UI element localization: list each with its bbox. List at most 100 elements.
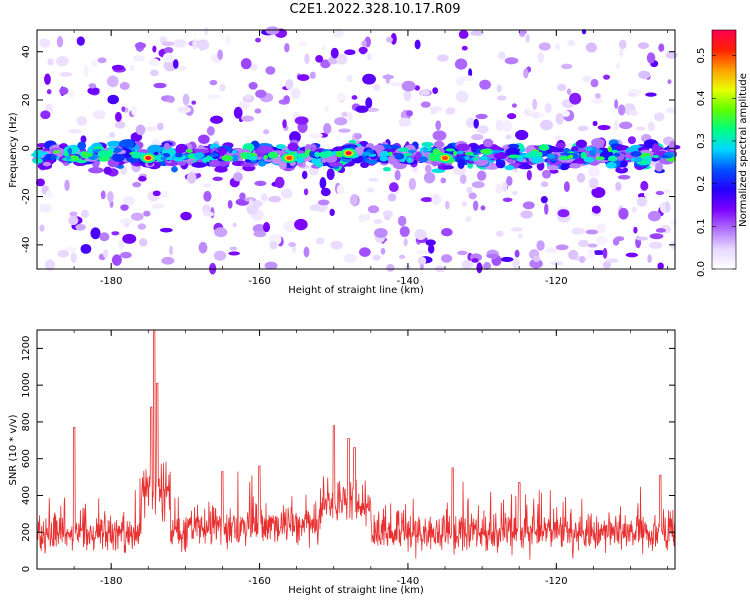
spectrogram-y-tick-label: 20 (21, 94, 32, 107)
heatmap-cell (257, 145, 274, 154)
heatmap-cell (191, 167, 202, 174)
heatmap-cell (261, 193, 268, 202)
heatmap-cell (323, 123, 332, 134)
heatmap-cell (565, 143, 575, 148)
heatmap-cell (590, 98, 604, 104)
heatmap-cell (479, 156, 488, 161)
heatmap-cell (284, 43, 290, 53)
snr-frame (36, 329, 676, 570)
spectrogram-x-tick-label: -160 (248, 276, 271, 287)
heatmap-cell (655, 162, 663, 172)
heatmap-cell (567, 39, 576, 47)
heatmap-cell (114, 121, 126, 129)
heatmap-cell (282, 220, 297, 233)
heatmap-cell (198, 241, 208, 254)
heatmap-cell (590, 78, 599, 88)
heatmap-cell (480, 205, 486, 211)
heatmap-cell (382, 74, 395, 80)
colorbar-tick-label: 0.0 (696, 261, 707, 277)
heatmap-cell (506, 175, 513, 186)
heatmap-cell (520, 210, 533, 219)
snr-x-tick-label: -180 (100, 576, 123, 587)
heatmap-cell (577, 239, 589, 248)
heatmap-cell (57, 249, 69, 258)
heatmap-cell (361, 151, 372, 156)
heatmap-cell (394, 152, 405, 160)
heatmap-hotspot (442, 155, 449, 160)
heatmap-cell (493, 151, 508, 160)
heatmap-cell (419, 89, 431, 96)
heatmap-cell (328, 162, 343, 167)
heatmap-cell (665, 200, 670, 213)
heatmap-cell (571, 146, 579, 152)
heatmap-cell (336, 92, 347, 102)
heatmap-cell (550, 261, 564, 266)
heatmap-cell (168, 245, 174, 256)
heatmap-cell (252, 223, 267, 234)
heatmap-cell (372, 254, 381, 261)
heatmap-cell (324, 150, 334, 157)
heatmap-cell (297, 153, 308, 159)
snr-series-line (36, 329, 676, 560)
heatmap-cell (414, 85, 420, 91)
heatmap-cell (180, 211, 192, 221)
snr-y-tick-label: 200 (21, 523, 32, 542)
heatmap-cell (182, 93, 190, 106)
heatmap-cell (193, 152, 205, 159)
heatmap-cell (416, 249, 428, 255)
heatmap-cell (436, 54, 449, 62)
heatmap-cell (605, 258, 619, 263)
heatmap-cell (518, 233, 523, 239)
colorbar-tick-label: 0.3 (696, 133, 707, 149)
heatmap-cell (59, 86, 69, 95)
heatmap-cell (420, 101, 431, 108)
heatmap-cell (315, 55, 324, 63)
heatmap-cell (191, 100, 197, 105)
heatmap-cell (640, 180, 649, 191)
heatmap-cell (383, 210, 393, 218)
heatmap-cell (633, 226, 638, 234)
heatmap-cell (636, 196, 648, 207)
heatmap-cell (555, 42, 560, 51)
heatmap-cell (561, 110, 571, 117)
heatmap-cell (465, 216, 472, 222)
heatmap-cell (40, 110, 51, 120)
heatmap-cell (592, 120, 598, 127)
heatmap-cell (423, 147, 428, 154)
heatmap-cell (652, 154, 659, 159)
snr-ticks: -180 -160 -140 -120 0 200 400 600 800 1000 1200 (21, 330, 675, 587)
heatmap-cell (372, 144, 385, 154)
heatmap-cell (497, 95, 507, 101)
spectrogram-y-tick-label: 40 (21, 45, 32, 58)
heatmap-cell (560, 163, 569, 171)
heatmap-cell (513, 168, 518, 173)
heatmap-cell (441, 227, 453, 237)
heatmap-cell (163, 142, 170, 150)
heatmap-cell (456, 150, 464, 155)
heatmap-cell (225, 35, 231, 46)
heatmap-cell (577, 125, 589, 132)
heatmap-cell (655, 190, 665, 196)
heatmap-cell (441, 254, 453, 263)
heatmap-cell (607, 146, 612, 153)
heatmap-cell (548, 169, 559, 174)
heatmap-cell (304, 53, 310, 65)
heatmap-cell (77, 141, 87, 150)
heatmap-cell (398, 147, 409, 153)
heatmap-cell (643, 155, 653, 162)
heatmap-cell (358, 213, 366, 223)
heatmap-cell (619, 48, 624, 58)
snr-x-tick-label: -120 (545, 576, 568, 587)
heatmap-cell (294, 116, 309, 125)
heatmap-cell (655, 228, 666, 233)
heatmap-cell (585, 146, 592, 152)
heatmap-cell (440, 177, 447, 184)
spectrogram-ticks: -180 -160 -140 -120 -40 -20 0 20 40 (21, 30, 675, 287)
heatmap-cell (330, 47, 339, 59)
heatmap-cell (603, 74, 611, 80)
heatmap-cell (587, 166, 601, 177)
heatmap-cell (555, 135, 562, 141)
heatmap-cell (618, 174, 631, 180)
heatmap-cell (399, 226, 410, 237)
heatmap-cell (354, 133, 363, 140)
